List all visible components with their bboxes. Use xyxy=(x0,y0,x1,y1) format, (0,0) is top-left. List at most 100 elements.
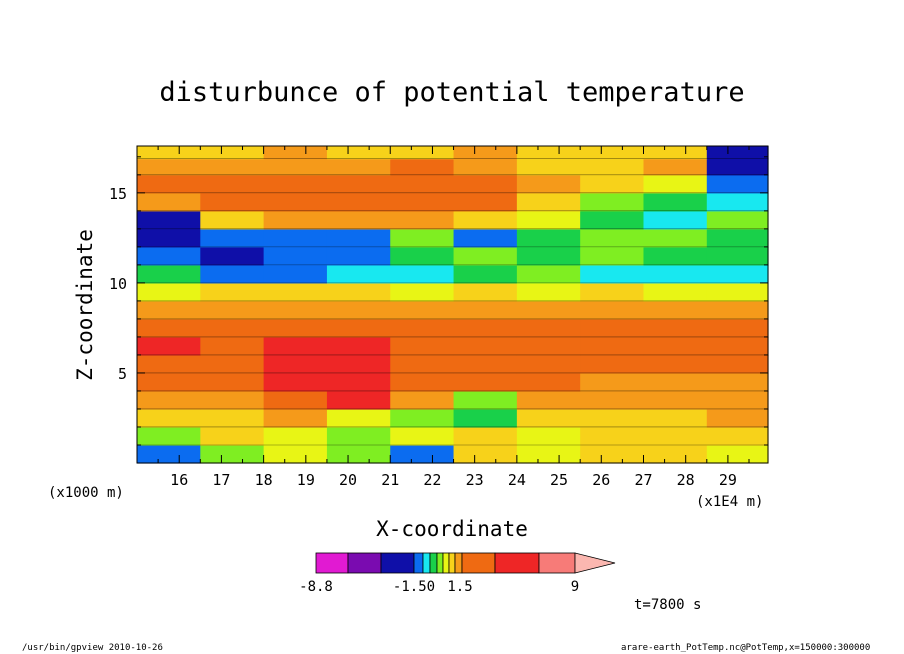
y-axis-ticks: 5 10 15 xyxy=(109,156,768,446)
heatmap-cell xyxy=(200,264,265,284)
heatmap-cell xyxy=(263,228,328,248)
heatmap-cell xyxy=(706,192,769,212)
heatmap-cell xyxy=(643,264,708,284)
heatmap-cell xyxy=(263,264,328,284)
heatmap-cell xyxy=(137,158,201,176)
heatmap-cell xyxy=(453,246,518,266)
heatmap-cell xyxy=(643,336,708,356)
colorbar-segment xyxy=(315,552,349,574)
colorbar-segment xyxy=(454,552,463,574)
heatmap-cell xyxy=(643,146,708,160)
y-axis-title: Z-coordinate xyxy=(73,229,97,381)
heatmap-cell xyxy=(516,228,581,248)
heatmap-cell xyxy=(200,146,265,160)
heatmap-cell xyxy=(516,408,581,428)
heatmap-cell xyxy=(326,354,391,374)
heatmap-cell xyxy=(263,318,328,338)
colorbar xyxy=(315,552,616,574)
heatmap-cell xyxy=(516,158,581,176)
heatmap-cell xyxy=(390,300,455,320)
heatmap-cell xyxy=(580,426,645,446)
heatmap-cell xyxy=(643,372,708,392)
heatmap-cell xyxy=(453,264,518,284)
heatmap-cell xyxy=(200,282,265,302)
heatmap-cell xyxy=(137,192,201,212)
heatmap-cell xyxy=(516,426,581,446)
heatmap-cell xyxy=(580,318,645,338)
heatmap-cell xyxy=(326,246,391,266)
heatmap-cell xyxy=(263,408,328,428)
heatmap-cell xyxy=(453,390,518,410)
heatmap-cell xyxy=(137,210,201,230)
heatmap-cell xyxy=(643,210,708,230)
heatmap-cell xyxy=(263,426,328,446)
heatmap-cell xyxy=(516,390,581,410)
heatmap-cell xyxy=(516,318,581,338)
heatmap-cell xyxy=(453,228,518,248)
heatmap-cell xyxy=(390,318,455,338)
heatmap-cell xyxy=(137,318,201,338)
heatmap-cell xyxy=(137,146,201,160)
heatmap-cell xyxy=(453,174,518,194)
heatmap-cell xyxy=(263,354,328,374)
heatmap-cell xyxy=(516,300,581,320)
heatmap-cell xyxy=(516,444,581,464)
heatmap-cell xyxy=(453,318,518,338)
heatmap-cell xyxy=(706,300,769,320)
heatmap-cell xyxy=(580,210,645,230)
heatmap-cell xyxy=(390,336,455,356)
heatmap-cell xyxy=(706,146,769,160)
heatmap-cell xyxy=(643,282,708,302)
heatmap-cell xyxy=(580,264,645,284)
colorbar-label: -1.50 xyxy=(393,579,435,595)
heatmap-cell xyxy=(453,336,518,356)
heatmap-cell xyxy=(453,158,518,176)
heatmap-cell xyxy=(200,354,265,374)
heatmap-cell xyxy=(453,282,518,302)
heatmap-cell xyxy=(263,210,328,230)
heatmap-cell xyxy=(706,210,769,230)
heatmap-cell xyxy=(706,426,769,446)
y-axis-unit: (x1000 m) xyxy=(48,485,124,501)
heatmap-cell xyxy=(137,282,201,302)
heatmap-cell xyxy=(326,444,391,464)
heatmap-cell xyxy=(263,246,328,266)
heatmap-cell xyxy=(706,282,769,302)
heatmap-cell xyxy=(580,192,645,212)
heatmap-cell xyxy=(453,372,518,392)
heatmap-cell xyxy=(580,246,645,266)
heatmap-cell xyxy=(643,390,708,410)
colorbar-segment xyxy=(436,552,444,574)
heatmap-cell xyxy=(137,354,201,374)
heatmap-cell xyxy=(137,426,201,446)
heatmap-cell xyxy=(263,372,328,392)
heatmap-cell xyxy=(326,228,391,248)
colorbar-segment xyxy=(380,552,415,574)
heatmap-cell xyxy=(643,300,708,320)
heatmap-cell xyxy=(200,318,265,338)
heatmap-cell xyxy=(706,158,769,176)
heatmap-cell xyxy=(390,354,455,374)
colorbar-labels: -8.8 -1.50 1.5 9 xyxy=(299,579,579,595)
heatmap-cell xyxy=(706,372,769,392)
heatmap-cell xyxy=(200,372,265,392)
time-label: t=7800 s xyxy=(634,597,701,613)
heatmap-cell xyxy=(580,158,645,176)
heatmap-cell xyxy=(390,408,455,428)
heatmap-cell xyxy=(580,390,645,410)
heatmap-cell xyxy=(200,390,265,410)
heatmap-cell xyxy=(390,282,455,302)
heatmap-cell xyxy=(263,336,328,356)
heatmap-cell xyxy=(137,264,201,284)
heatmap-cell xyxy=(706,390,769,410)
heatmap-cell xyxy=(137,228,201,248)
x-axis-unit: (x1E4 m) xyxy=(696,494,763,510)
heatmap-cell xyxy=(453,192,518,212)
heatmap-cell xyxy=(326,390,391,410)
heatmap-cell xyxy=(390,192,455,212)
heatmap-cell xyxy=(706,246,769,266)
heatmap-cell xyxy=(200,444,265,464)
heatmap-cell xyxy=(453,408,518,428)
heatmap-cell xyxy=(516,146,581,160)
